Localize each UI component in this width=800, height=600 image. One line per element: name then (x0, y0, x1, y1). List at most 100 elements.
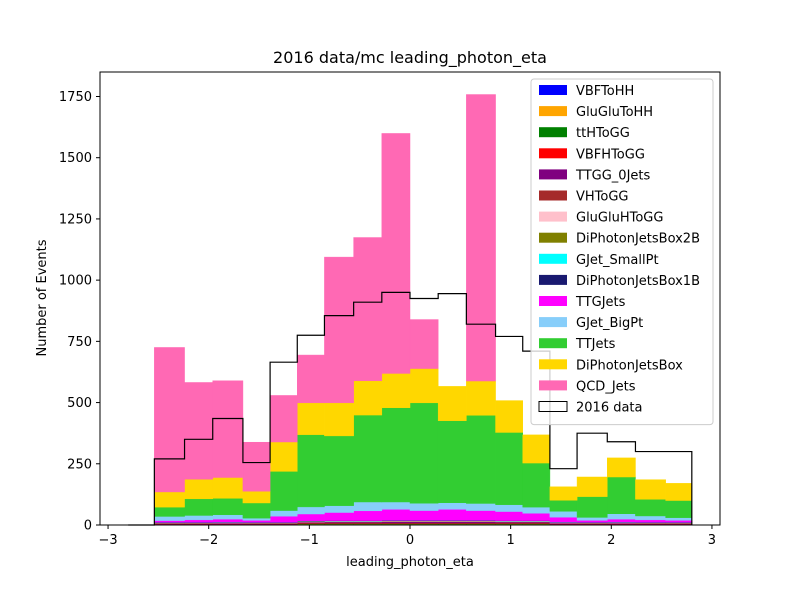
bar-GJet_BigPt-8 (353, 501, 383, 512)
plot-frame (99, 71, 721, 526)
legend-swatch-DiPhotonJetsBox2B (539, 232, 567, 243)
legend-label-TTGG_0Jets: TTGG_0Jets (575, 168, 651, 183)
x-tick-label: −2 (199, 533, 218, 548)
bar-DiPhotonJetsBox-7 (324, 402, 354, 437)
bar-GJet_BigPt-16 (576, 517, 608, 521)
bar-GJet_BigPt-5 (269, 510, 298, 517)
y-axis-ticks: 0 250 500 750 1000 1250 1500 1750 (59, 90, 100, 534)
bar-TTGJets-13 (495, 511, 523, 521)
bar-TTGJets-12 (466, 510, 496, 521)
bar-TTJets-18 (635, 499, 666, 517)
series-TTJets (154, 402, 693, 519)
legend-swatch-VHToGG (539, 190, 567, 201)
bar-TTGJets-2 (184, 519, 213, 523)
bar-GJet_BigPt-19 (665, 517, 693, 521)
legend-label-GJet_SmallPt: GJet_SmallPt (576, 253, 659, 268)
bar-DiPhotonJetsBox-6 (297, 402, 325, 435)
bar-DiPhotonJetsBox-13 (495, 400, 523, 433)
legend-swatch-DiPhotonJetsBox (539, 359, 567, 370)
bar-GJet_BigPt-10 (409, 502, 439, 511)
bar-DiPhotonJetsBox-4 (242, 490, 271, 504)
bar-TTGJets-7 (324, 512, 354, 521)
y-tick-label: 0 (84, 519, 92, 534)
bar-TTJets-4 (242, 502, 271, 519)
x-tick-label: −3 (98, 533, 117, 548)
legend-swatch-TTJets (539, 338, 567, 349)
legend-label-ttHToGG: ttHToGG (576, 126, 630, 141)
bar-TTJets-2 (184, 498, 213, 516)
bar-TTJets-7 (324, 435, 354, 506)
legend-swatch-TTGG_0Jets (539, 169, 567, 180)
bar-TTJets-5 (269, 471, 298, 511)
bar-GJet_BigPt-3 (212, 514, 244, 520)
bar-TTJets-1 (154, 506, 185, 517)
bar-GJet_BigPt-11 (437, 502, 467, 510)
bar-TTJets-17 (607, 476, 636, 514)
y-tick-label: 500 (67, 396, 92, 411)
bar-TTGJets-4 (242, 520, 271, 523)
bar-DiPhotonJetsBox-17 (607, 457, 636, 478)
bar-QCD_Jets-4 (242, 441, 271, 492)
legend-box (530, 78, 714, 426)
bar-GJet_BigPt-12 (466, 503, 496, 511)
bar-TTGJets-11 (437, 509, 467, 521)
bar-TTGJets-16 (576, 520, 608, 523)
bar-DiPhotonJetsBox-10 (409, 368, 439, 404)
series-GJet_BigPt (154, 501, 693, 521)
y-tick-label: 1000 (59, 274, 92, 289)
x-axis-label: leading_photon_eta (346, 555, 474, 570)
legend-swatch-VBFToHH (539, 85, 567, 95)
bar-TTJets-13 (495, 432, 523, 505)
bar-TTJets-6 (297, 434, 325, 508)
legend-label-GluGluToHH: GluGluToHH (576, 105, 653, 120)
bar-GJet_BigPt-9 (381, 501, 411, 510)
x-tick-label: 2 (607, 533, 615, 548)
y-tick-label: 250 (67, 457, 92, 472)
y-tick-label: 1500 (59, 151, 92, 166)
legend-swatch-ttHToGG (539, 127, 567, 138)
y-tick-label: 1750 (59, 90, 92, 105)
bar-QCD_Jets-5 (269, 395, 298, 443)
bar-TTGJets-6 (297, 513, 325, 522)
bar-QCD_Jets-1 (154, 347, 185, 493)
legend-swatch-GluGluToHH (539, 106, 567, 117)
bar-GJet_BigPt-17 (607, 513, 636, 520)
bar-TTGJets-9 (381, 509, 411, 521)
bar-DiPhotonJetsBox-14 (522, 434, 551, 464)
legend-swatch-TTGJets (539, 296, 567, 306)
bar-TTGJets-15 (549, 516, 578, 523)
bar-TTJets-16 (576, 496, 608, 518)
bar-DiPhotonJetsBox-2 (184, 478, 213, 500)
chart-title: 2016 data/mc leading_photon_eta (273, 48, 547, 68)
bar-GJet_BigPt-4 (242, 517, 271, 521)
bar-DiPhotonJetsBox-5 (269, 441, 298, 472)
bar-GJet_BigPt-13 (495, 504, 523, 512)
legend-label-DiPhotonJetsBox1B: DiPhotonJetsBox1B (576, 274, 700, 289)
legend-label-TTJets: TTJets (575, 337, 616, 352)
bar-GJet_BigPt-15 (549, 511, 578, 518)
bar-GJet_BigPt-1 (154, 516, 185, 521)
bar-DiPhotonJetsBox-3 (212, 477, 244, 499)
legend-swatch-GJet_SmallPt (539, 253, 567, 264)
legend-swatch-data (538, 401, 568, 412)
bar-DiPhotonJetsBox-1 (154, 491, 185, 508)
bar-TTJets-15 (549, 500, 578, 512)
series-QCD_Jets (154, 94, 496, 493)
bar-TTJets-8 (353, 414, 383, 503)
bar-TTJets-9 (381, 407, 411, 503)
bar-GJet_BigPt-18 (635, 515, 666, 521)
bar-DiPhotonJetsBox-9 (381, 373, 411, 408)
legend-label-QCD_Jets: QCD_Jets (576, 379, 636, 394)
legend-swatch-VBFHToGG (539, 148, 567, 159)
legend-label-VHToGG: VHToGG (576, 190, 629, 205)
bar-QCD_Jets-3 (212, 380, 244, 478)
legend-label-VBFToHH: VBFToHH (576, 84, 634, 99)
bar-TTJets-10 (409, 402, 439, 504)
y-axis-label: Number of Events (35, 239, 50, 356)
series-DiPhotonJetsBox (154, 368, 693, 508)
bar-QCD_Jets-10 (409, 319, 439, 369)
bar-GJet_BigPt-7 (324, 505, 354, 513)
stacked-bars (154, 94, 693, 526)
bar-TTJets-14 (522, 462, 551, 508)
